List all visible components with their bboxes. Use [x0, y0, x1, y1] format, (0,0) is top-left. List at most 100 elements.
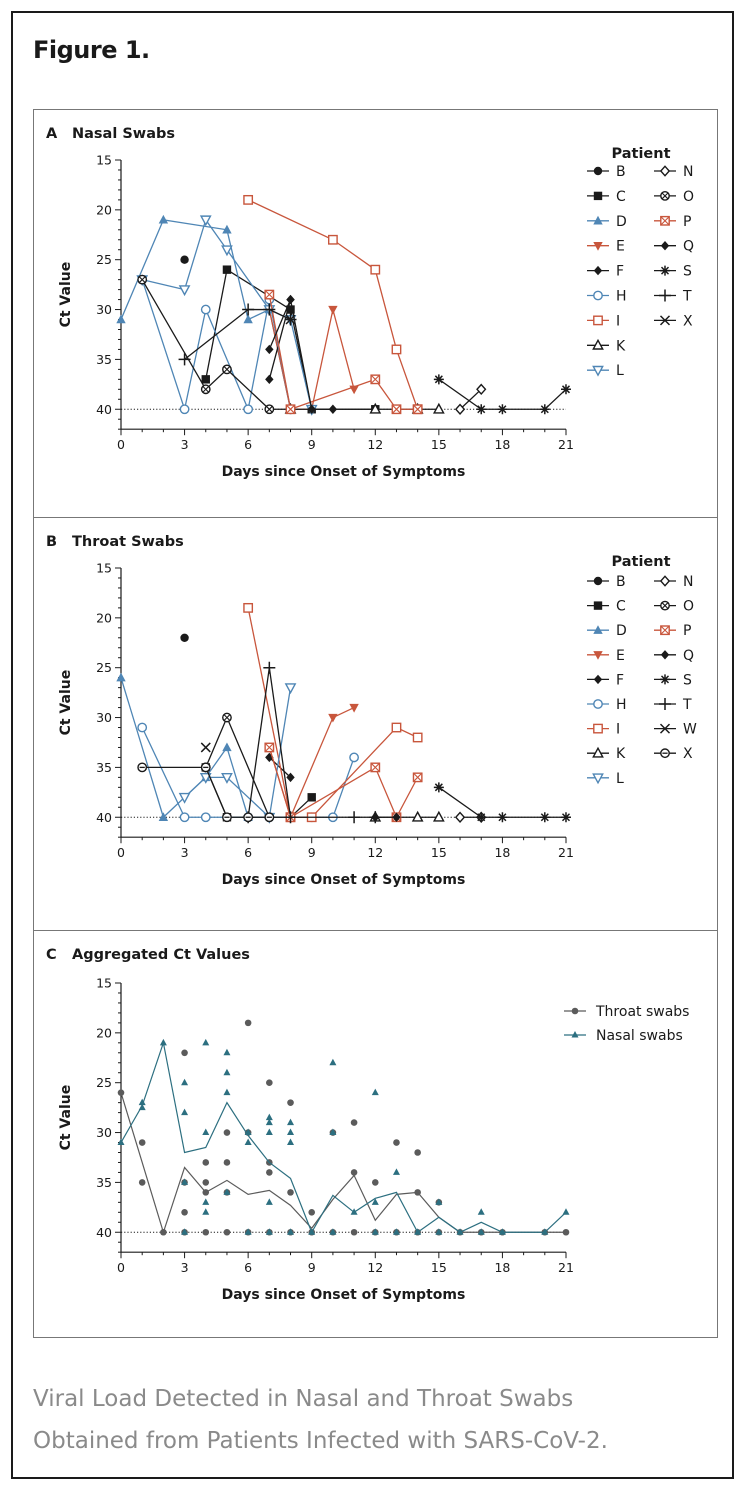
y-tick-label: 35: [96, 760, 112, 775]
data-point: [181, 1108, 189, 1116]
data-point: [286, 305, 295, 314]
data-point: [199, 215, 212, 227]
y-axis-label: Ct Value: [58, 670, 74, 736]
figure-caption: Viral Load Detected in Nasal and Throat …: [33, 1378, 713, 1462]
series-patient-N: [454, 383, 487, 416]
x-tick-label: 0: [117, 845, 125, 860]
data-point: [264, 404, 275, 415]
data-point: [432, 402, 445, 414]
data-point: [287, 1128, 295, 1136]
data-point: [432, 810, 445, 822]
data-point: [456, 1228, 464, 1235]
legend-label: S: [683, 672, 692, 688]
series-line: [268, 309, 355, 410]
y-tick-label: 30: [96, 710, 112, 725]
series-line: [247, 199, 419, 410]
legend-marker: [593, 601, 603, 610]
legend-entry-H: H: [587, 289, 627, 305]
data-point: [243, 314, 253, 324]
data-point: [454, 403, 466, 416]
data-point: [181, 1178, 189, 1185]
mean-line: [120, 1040, 567, 1234]
x-tick-label: 21: [558, 845, 574, 860]
data-point: [202, 1189, 210, 1196]
legend-label: O: [683, 599, 694, 615]
legend-marker: [593, 674, 603, 685]
y-tick-label: 25: [96, 252, 112, 267]
data-point: [265, 1198, 273, 1205]
legend-entry-T: T: [654, 289, 692, 305]
x-axis-label: Days since Onset of Symptoms: [222, 464, 466, 480]
data-point: [266, 1079, 273, 1086]
legend-entry-Q: Q: [654, 648, 694, 664]
data-point: [202, 1038, 210, 1046]
data-point: [328, 713, 338, 723]
x-tick-label: 6: [244, 1260, 252, 1275]
data-point: [180, 255, 189, 264]
legend-marker: [593, 191, 603, 201]
legend-marker: [659, 165, 671, 177]
data-point: [497, 404, 508, 415]
legend-marker: [592, 365, 604, 377]
data-point: [202, 1198, 210, 1205]
x-tick-label: 12: [367, 845, 383, 860]
legend-entry-L: L: [587, 771, 624, 787]
data-point: [328, 234, 338, 245]
legend-entry-I: I: [587, 722, 620, 738]
y-tick-label: 35: [96, 1175, 112, 1190]
data-point: [370, 264, 381, 275]
data-point: [265, 1113, 273, 1121]
data-point: [178, 792, 191, 804]
nasal-swabs-chart: A Nasal Swabs 15 20 25 30 35 40 0 3 6 9 12 15 18 21 Ct V…: [46, 126, 694, 480]
data-point: [160, 1228, 167, 1236]
y-tick-label: 30: [96, 302, 112, 317]
legend-label: D: [616, 214, 627, 230]
data-point: [138, 1098, 146, 1106]
legend-label: Nasal swabs: [596, 1028, 683, 1044]
legend-entry-E: E: [587, 239, 625, 255]
data-point: [265, 374, 274, 385]
data-point: [348, 811, 361, 824]
series-line: [268, 299, 292, 380]
x-tick-label: 15: [431, 1260, 447, 1275]
legend-entry-P: P: [654, 214, 691, 230]
data-point: [560, 812, 571, 823]
y-axis-label: Ct Value: [58, 1085, 74, 1151]
data-point: [412, 732, 423, 743]
data-point: [477, 1228, 485, 1235]
data-point: [562, 1228, 570, 1236]
data-point: [329, 1228, 337, 1235]
data-point: [158, 812, 169, 821]
data-point: [433, 782, 444, 793]
legend-entry-E: E: [587, 648, 625, 664]
legend-entry-F: F: [587, 264, 624, 280]
legend-label: N: [683, 574, 693, 590]
data-point: [223, 1159, 231, 1166]
series-patient-B: [180, 255, 189, 264]
series-patient-T: [178, 303, 297, 366]
legend-entry: Throat swabs: [564, 1004, 689, 1020]
x-axis-label: Days since Onset of Symptoms: [222, 1287, 466, 1303]
series-patient-E: [264, 305, 359, 415]
legend-entry-S: S: [654, 672, 692, 688]
legend-label: W: [683, 722, 697, 738]
data-point: [222, 812, 232, 823]
panel-letter: A: [46, 126, 58, 142]
legend-entry-Q: Q: [654, 239, 694, 255]
y-tick-label: 20: [96, 1025, 112, 1040]
caption-line: Obtained from Patients Infected with SAR…: [33, 1428, 608, 1454]
data-point: [179, 404, 190, 415]
legend-label: K: [616, 338, 626, 354]
legend-marker: [660, 674, 670, 685]
x-tick-label: 15: [431, 845, 447, 860]
data-point: [349, 752, 359, 763]
panel-aggregated-ct-values: C Aggregated Ct Values 15 20 25 30 35 40 0 3 6 9 12 1…: [33, 930, 718, 1338]
data-point: [350, 1119, 358, 1126]
legend-label: Q: [683, 239, 694, 255]
legend-label: I: [616, 313, 620, 329]
y-tick-label: 15: [96, 976, 112, 991]
x-tick-label: 6: [244, 437, 252, 452]
data-point: [200, 742, 211, 753]
data-point: [414, 1149, 421, 1156]
data-point: [370, 374, 381, 385]
